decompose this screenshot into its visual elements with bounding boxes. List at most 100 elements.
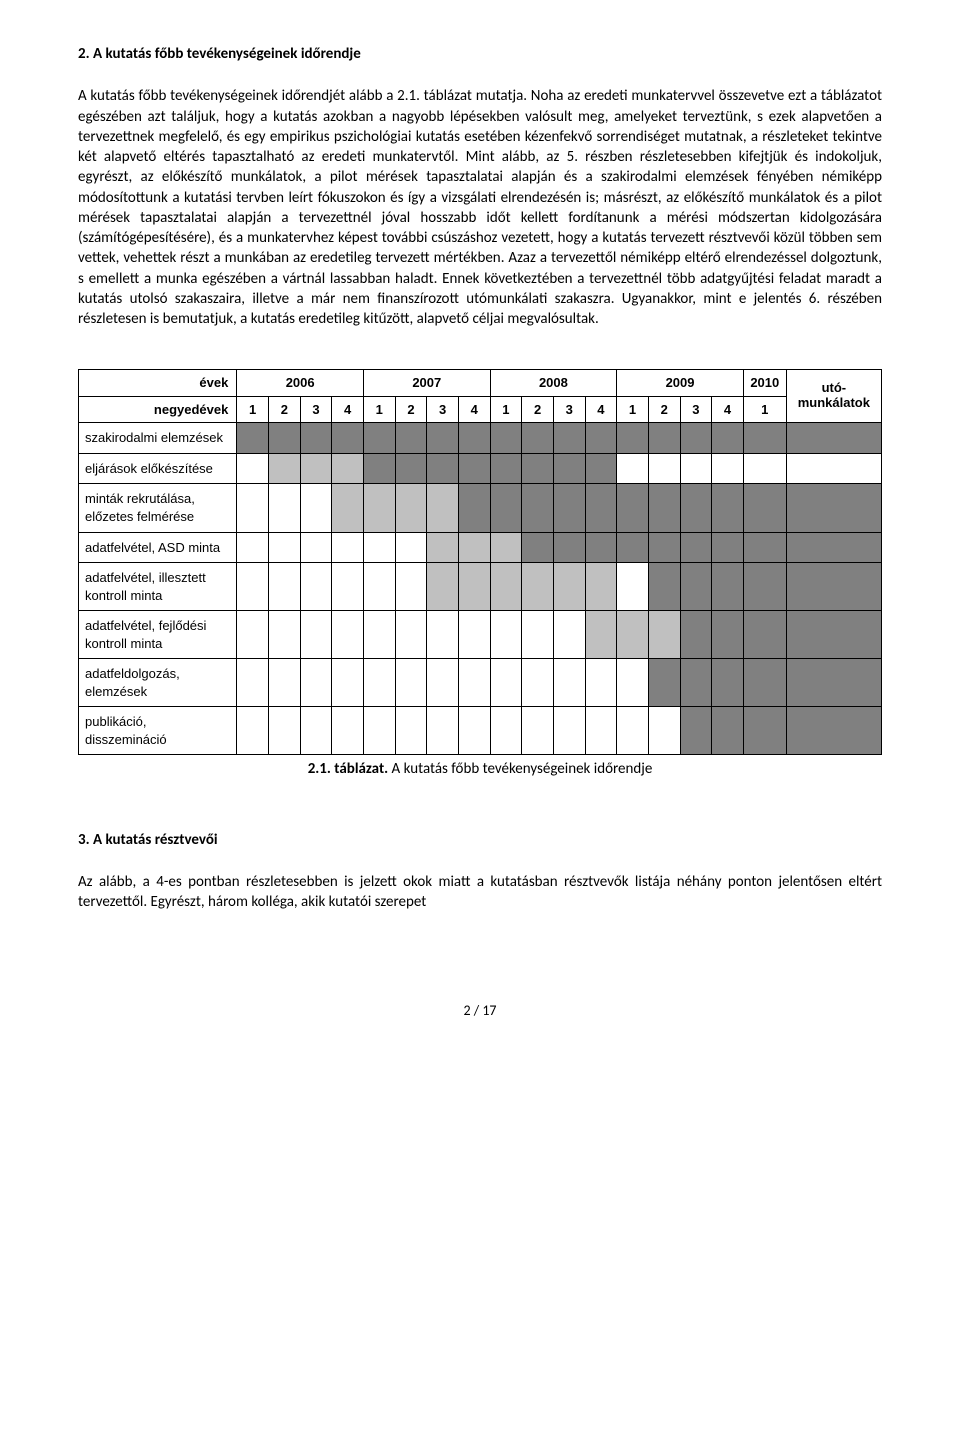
gantt-cell [427,532,459,563]
gantt-cell [237,659,269,707]
gantt-cell [743,423,786,454]
gantt-cell [363,423,395,454]
gantt-cell [395,453,427,484]
gantt-cell [553,659,585,707]
gantt-quarter: 4 [712,396,744,423]
gantt-cell [522,707,554,755]
gantt-year: 2008 [490,370,617,397]
section2-paragraph: A kutatás főbb tevékenységeinek időrendj… [78,86,882,329]
gantt-cell [300,707,332,755]
gantt-chart: évek20062007200820092010utó-munkálatokne… [78,369,882,779]
gantt-cell [522,659,554,707]
gantt-cell [648,532,680,563]
gantt-uto-header: utó-munkálatok [786,370,881,423]
gantt-cell [712,484,744,532]
gantt-cell [332,659,364,707]
gantt-cell [648,484,680,532]
gantt-cell [395,659,427,707]
gantt-table: évek20062007200820092010utó-munkálatokne… [78,369,882,755]
gantt-cell [300,659,332,707]
gantt-cell [680,707,712,755]
gantt-quarter: 1 [617,396,649,423]
gantt-cell [395,563,427,611]
gantt-cell [786,707,881,755]
gantt-cell [458,707,490,755]
gantt-quarter: 4 [332,396,364,423]
gantt-cell [490,707,522,755]
gantt-cell [648,453,680,484]
gantt-cell [332,532,364,563]
gantt-cell [743,611,786,659]
gantt-cell [648,563,680,611]
gantt-cell [363,484,395,532]
gantt-cell [617,484,649,532]
gantt-cell [522,423,554,454]
gantt-quarter: 1 [743,396,786,423]
gantt-cell [237,611,269,659]
gantt-caption-text: A kutatás főbb tevékenységeinek időrendj… [388,760,652,778]
gantt-cell [680,484,712,532]
gantt-cell [490,532,522,563]
gantt-cell [395,611,427,659]
gantt-row-label: adatfelvétel, illesztett kontroll minta [79,563,237,611]
gantt-cell [332,484,364,532]
gantt-cell [300,532,332,563]
gantt-cell [427,659,459,707]
gantt-cell [680,453,712,484]
gantt-cell [269,659,301,707]
gantt-cell [712,453,744,484]
gantt-cell [427,707,459,755]
gantt-cell [427,563,459,611]
gantt-cell [617,659,649,707]
gantt-quarter: 4 [585,396,617,423]
gantt-cell [458,611,490,659]
gantt-cell [269,484,301,532]
gantt-quarter: 3 [300,396,332,423]
gantt-cell [680,423,712,454]
gantt-cell [458,532,490,563]
gantt-cell [458,563,490,611]
gantt-quarter: 2 [648,396,680,423]
section3-paragraph: Az alább, a 4-es pontban részletesebben … [78,872,882,913]
gantt-row-label: minták rekrutálása, előzetes felmérése [79,484,237,532]
gantt-quarter: 2 [269,396,301,423]
gantt-cell [363,659,395,707]
gantt-cell [553,423,585,454]
gantt-cell [585,659,617,707]
gantt-cell [332,707,364,755]
gantt-cell [553,707,585,755]
gantt-cell [712,532,744,563]
gantt-cell [680,532,712,563]
gantt-cell [585,563,617,611]
gantt-cell [363,611,395,659]
gantt-cell [617,423,649,454]
gantt-cell [395,423,427,454]
gantt-quarter: 4 [458,396,490,423]
gantt-quarter: 2 [522,396,554,423]
gantt-cell [237,563,269,611]
gantt-cell [712,707,744,755]
page-footer: 2 / 17 [78,1002,882,1021]
gantt-cell [269,453,301,484]
gantt-cell [743,484,786,532]
gantt-cell [522,453,554,484]
gantt-cell [585,484,617,532]
gantt-years-label: évek [79,370,237,397]
gantt-cell [490,659,522,707]
gantt-cell [458,423,490,454]
gantt-cell [458,484,490,532]
gantt-cell [522,484,554,532]
gantt-cell [648,423,680,454]
gantt-cell [553,484,585,532]
gantt-cell [648,659,680,707]
gantt-cell [300,611,332,659]
gantt-cell [427,423,459,454]
gantt-cell [553,532,585,563]
gantt-caption: 2.1. táblázat. A kutatás főbb tevékenysé… [78,759,882,779]
gantt-cell [680,659,712,707]
gantt-cell [743,453,786,484]
gantt-cell [585,611,617,659]
gantt-cell [743,532,786,563]
gantt-cell [712,423,744,454]
gantt-cell [395,484,427,532]
